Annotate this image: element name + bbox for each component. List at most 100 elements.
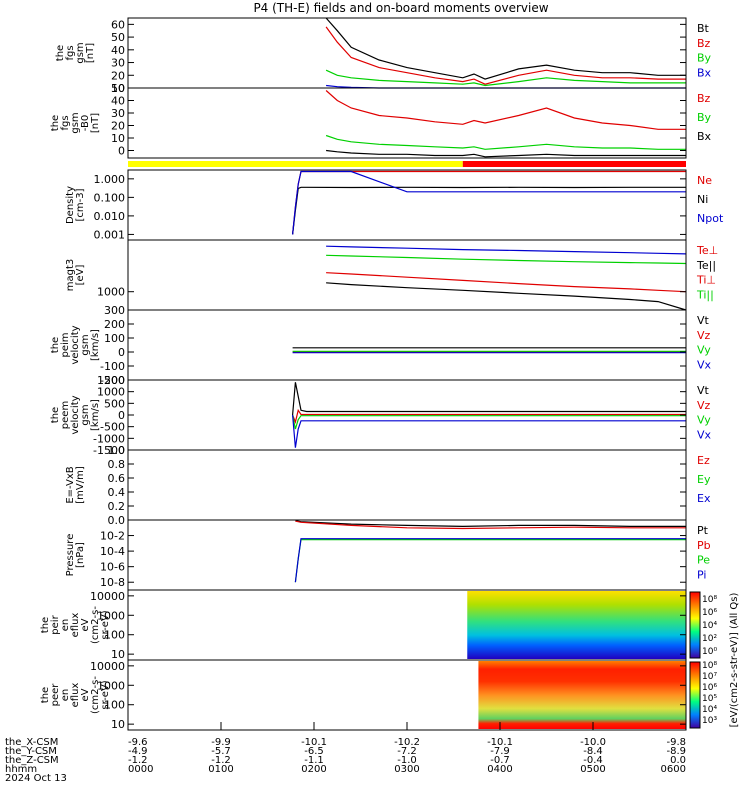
y-tick-label: 1000 (97, 286, 125, 299)
legend-Bz: Bz (697, 92, 711, 105)
y-tick-label: 0.2 (108, 500, 126, 513)
colorbar-tick-label: 10³ (702, 716, 717, 726)
y-tick-label: 10 (111, 718, 125, 731)
series-Ti⊥-line (326, 245, 687, 255)
status-bar-red (462, 161, 686, 167)
axis-value: 0200 (301, 764, 326, 775)
y-tick-label: 100 (104, 699, 125, 712)
y-tick-label: 40 (111, 44, 125, 57)
axis-value: -10.1 (487, 737, 513, 748)
panel-frame (127, 449, 687, 521)
series-Vt-line (292, 382, 686, 416)
y-tick-label: 1000 (97, 679, 125, 692)
panel-frame (127, 519, 687, 591)
y-axis-label: [nT] (85, 43, 96, 63)
colorbar-tick-label: 10⁷ (702, 672, 717, 682)
y-tick-label: 40 (111, 95, 125, 108)
y-tick-label: 0.4 (108, 486, 126, 499)
y-tick-label: 30 (111, 107, 125, 120)
y-axis-label: gsm (70, 112, 81, 133)
y-axis-label: en (60, 689, 71, 702)
panel-frame (127, 87, 687, 159)
y-axis-label: eV (80, 688, 91, 701)
axis-value: -8.9 (666, 746, 686, 757)
colorbar-tick-label: 10⁰ (702, 647, 717, 657)
y-tick-label: 10000 (90, 660, 125, 673)
axis-value: -8.4 (583, 746, 603, 757)
axis-value: -0.4 (583, 755, 603, 766)
axis-value: -10.1 (301, 737, 327, 748)
colorbar-tick-label: 10⁵ (702, 694, 717, 704)
legend-Te||: Te|| (696, 259, 716, 272)
y-axis-label: velocity (70, 325, 81, 364)
y-axis-label: the (40, 617, 51, 633)
panel-peer-spectrogram: 10000 1000 100 10 the peer en eflux eV (cm2-s-sr-… (40, 659, 687, 731)
y-tick-label: -200 (100, 374, 125, 387)
y-tick-label: 0.8 (108, 458, 126, 471)
y-tick-label: 0.100 (94, 191, 126, 204)
y-tick-label: 50 (111, 31, 125, 44)
y-tick-label: -1000 (93, 432, 125, 445)
colorbar-tick-label: 10⁶ (702, 608, 717, 618)
axis-value: -1.2 (211, 755, 231, 766)
y-tick-label: 100 (104, 332, 125, 345)
legend-Bx: Bx (697, 130, 712, 143)
y-tick-label: 0.6 (108, 472, 126, 485)
axis-row-label: the_X-CSM (5, 737, 58, 748)
y-axis-label: velocity (70, 395, 81, 434)
series-Vy-line (292, 414, 686, 430)
axis-value: 0.0 (670, 755, 686, 766)
y-axis-label: peim (60, 332, 71, 357)
y-axis-label: (cm2-s- (90, 606, 101, 644)
y-tick-label: 1000 (97, 609, 125, 622)
colorbar-tick-label: 10⁴ (702, 705, 717, 715)
legend-Bz: Bz (697, 37, 711, 50)
legend-Ti⊥: Ti⊥ (696, 274, 716, 287)
y-tick-label: 100 (104, 629, 125, 642)
colorbar-tick-label: 10⁶ (702, 683, 717, 693)
legend-Vz: Vz (697, 329, 711, 342)
series-Npot-line (292, 170, 686, 235)
axis-row-label: the_Z-CSM (5, 755, 59, 766)
y-axis-label: gsm (75, 42, 86, 63)
y-axis-label: [nPa] (75, 542, 86, 568)
series-Te||-line (326, 282, 687, 311)
panel-efield: 1.00.80.60.40.20.0 E=-VxB [mV/m] Ez Ey Ex (65, 444, 711, 527)
y-tick-label: 10-4 (100, 545, 125, 558)
y-tick-label: 10 (111, 132, 125, 145)
legend-Bx: Bx (697, 66, 712, 79)
axis-value: -9.9 (211, 737, 231, 748)
y-axis-label: en (60, 619, 71, 632)
axis-value: -7.2 (397, 746, 417, 757)
y-axis-label: sr-eV) (100, 610, 111, 639)
axis-value: 0300 (394, 764, 419, 775)
spectrogram-image (478, 661, 686, 729)
legend-Vy: Vy (697, 344, 711, 357)
legend-Pt: Pt (697, 524, 709, 537)
y-axis-label: peem (60, 401, 71, 429)
colorbar-tick-label: 10⁸ (702, 595, 717, 605)
axis-value: -9.8 (666, 737, 686, 748)
y-axis-label: the (55, 45, 66, 61)
colorbar-label: [eV/(cm2-s-str-eV)] (All Qs) (729, 592, 740, 727)
y-tick-label: 1000 (97, 386, 125, 399)
panel-frame (127, 239, 687, 311)
y-axis-label: [eV] (75, 265, 86, 286)
colorbar-tick-label: 10⁴ (702, 621, 717, 631)
series-Ni-line (292, 186, 686, 235)
y-tick-label: 20 (111, 69, 125, 82)
y-axis-label: the (50, 407, 61, 423)
y-tick-label: 300 (104, 304, 125, 317)
y-tick-label: 500 (104, 397, 125, 410)
axis-value: 0400 (487, 764, 512, 775)
axis-value: -5.7 (211, 746, 231, 757)
y-tick-label: 0.0 (108, 514, 126, 527)
y-tick-label: 50 (111, 82, 125, 95)
axis-row-label: hhmm (5, 764, 37, 775)
